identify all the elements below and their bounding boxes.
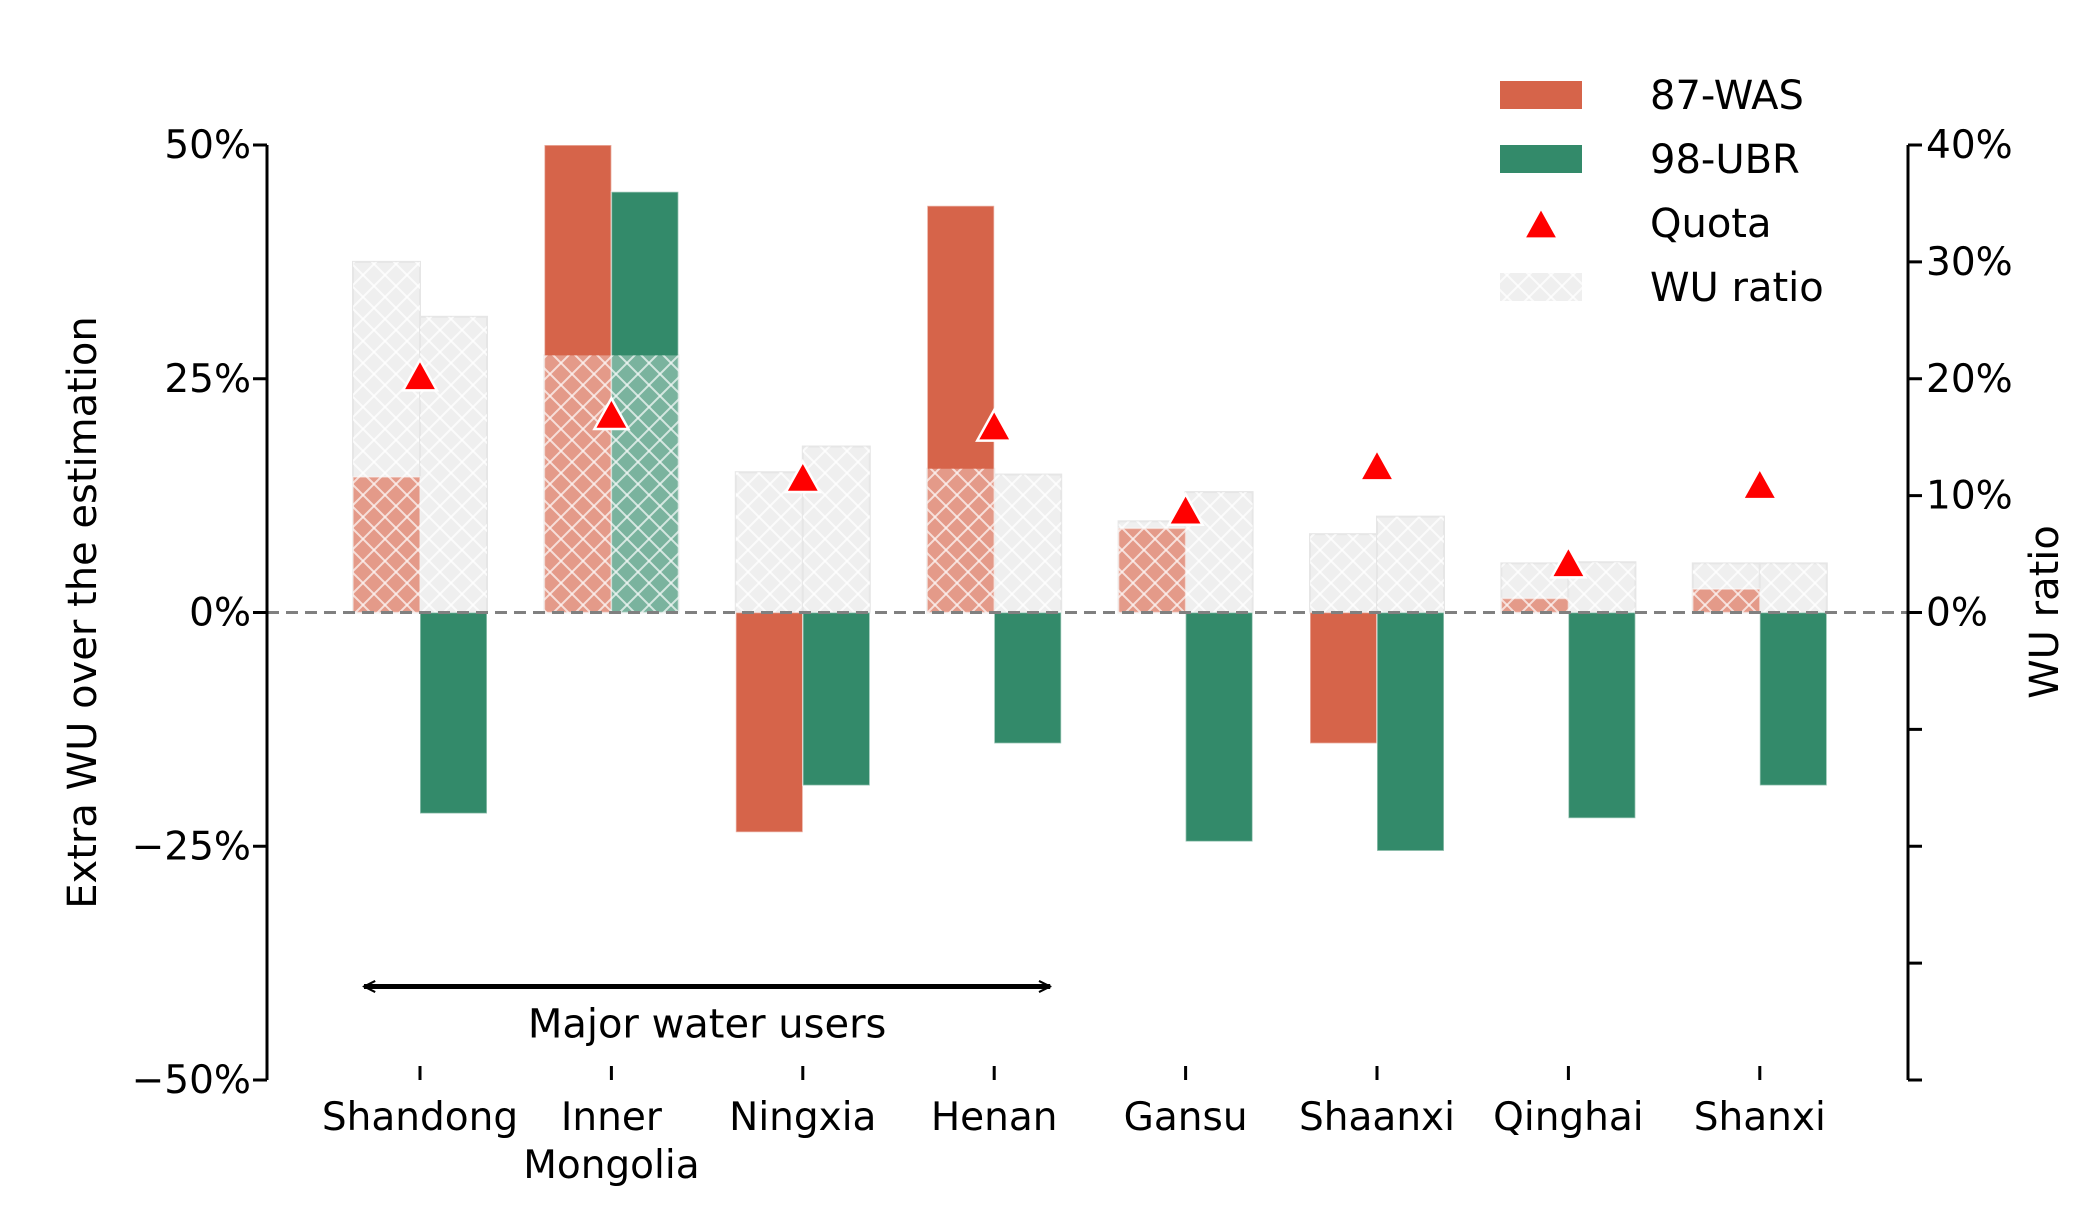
right-axis-tick-label: 20% — [1926, 357, 2013, 402]
x-axis-tick-label: Qinghai — [1493, 1095, 1643, 1140]
bar-98-ubr — [1184, 611, 1254, 843]
legend-label: Quota — [1650, 201, 1772, 247]
quota-marker — [592, 395, 631, 431]
left-axis-tick-label: −50% — [132, 1058, 251, 1103]
y-axis-title: Extra WU over the estimation — [60, 316, 106, 908]
quota-marker — [975, 407, 1014, 442]
bar-98-ubr — [1759, 611, 1828, 787]
bar-87-was-ratio-hatch — [1692, 589, 1760, 613]
bar-87-was — [735, 611, 804, 833]
x-axis-tick-label: Ningxia — [729, 1095, 876, 1140]
bar-87-was-ratio-hatch — [1501, 598, 1569, 613]
bar-87-was-ratio-hatch — [353, 476, 420, 613]
major-users-label: Major water users — [528, 1002, 887, 1048]
bar-98-ubr — [1567, 611, 1637, 819]
bar-87-was — [1309, 611, 1378, 745]
bar-98-ubr — [802, 611, 871, 787]
quota-marker — [1549, 544, 1588, 579]
x-axis-tick-label: Shanxi — [1694, 1095, 1826, 1140]
x-axis-tick-label: Inner — [561, 1095, 663, 1140]
left-axis-tick-label: 0% — [189, 591, 251, 636]
quota-marker — [1740, 465, 1779, 501]
wu-ratio-bar-98-hatch — [994, 474, 1062, 613]
right-axis-tick-label: 10% — [1926, 474, 2013, 519]
y2-axis-title: WU ratio — [2022, 525, 2068, 699]
wu-ratio-bar-87-hatch — [1310, 534, 1377, 613]
x-axis-tick-label: Mongolia — [523, 1143, 699, 1188]
wu-ratio-bar-98-hatch — [1377, 516, 1444, 613]
bar-87-was-ratio-hatch — [927, 468, 995, 613]
bar-87-was-ratio-hatch — [544, 355, 612, 613]
bar-98-ubr — [1376, 611, 1445, 852]
left-axis-tick-label: 50% — [164, 123, 251, 168]
legend-label: 98-UBR — [1650, 137, 1800, 183]
x-axis-tick-label: Shandong — [322, 1095, 518, 1140]
legend-swatch-quota — [1521, 205, 1561, 240]
wu-ratio-bar-98-hatch — [420, 316, 487, 613]
legend-swatch-98-ubr — [1500, 145, 1582, 173]
bar-87-was-ratio-hatch — [1118, 528, 1186, 613]
quota-marker — [783, 458, 822, 494]
axes-layer: −50% −25% 0% 25% 50% Extra WU over the estima… — [60, 123, 2068, 1188]
wu-ratio-bar-98-hatch — [1759, 563, 1827, 613]
quota-marker — [400, 357, 440, 392]
legend-label: 87-WAS — [1650, 73, 1804, 119]
x-axis-tick-label: Gansu — [1124, 1095, 1248, 1140]
annotation-layer: Major water users — [364, 987, 1050, 1048]
legend-swatch-87-was — [1500, 81, 1582, 109]
quota-layer — [400, 357, 1779, 579]
right-axis-tick-label: 40% — [1926, 123, 2013, 168]
wu-ratio-overlay-layer — [353, 355, 1760, 613]
bar-98-ubr — [993, 611, 1062, 745]
legend-label: WU ratio — [1650, 265, 1824, 311]
quota-marker — [1357, 447, 1397, 482]
wu-ratio-bar-87-hatch — [735, 472, 803, 613]
right-axis-tick-label: 30% — [1926, 240, 2013, 285]
x-axis-tick-label: Henan — [931, 1095, 1058, 1140]
legend: 87-WAS 98-UBR Quota WU ratio — [1500, 73, 1824, 311]
wu-ratio-bar-98-hatch — [802, 446, 870, 613]
quota-marker — [1166, 491, 1205, 527]
x-axis-tick-label: Shaanxi — [1299, 1095, 1455, 1140]
right-axis-tick-label: 0% — [1926, 591, 1988, 636]
legend-swatch-wu-ratio-hatch — [1500, 273, 1582, 301]
left-axis-tick-label: −25% — [132, 824, 251, 869]
bar-98-ubr — [419, 611, 488, 815]
bar-98-ubr-ratio-hatch — [611, 355, 679, 613]
left-axis-tick-label: 25% — [164, 357, 251, 402]
